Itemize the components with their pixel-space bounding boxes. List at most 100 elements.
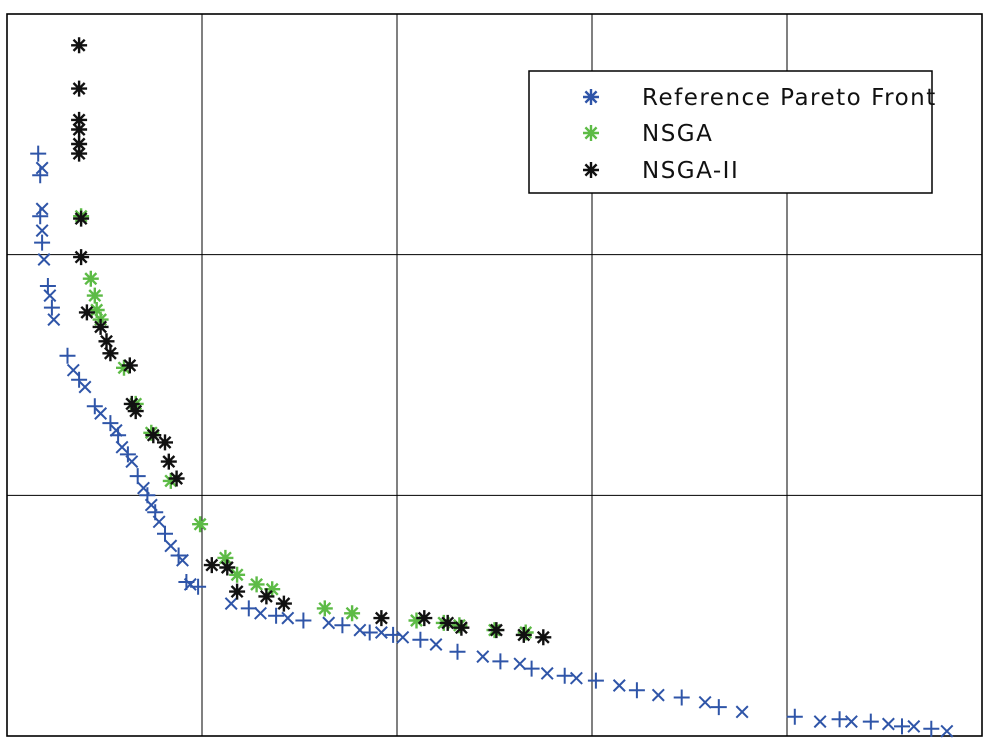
- data-point-reference-pareto-front: [540, 666, 554, 680]
- data-point-reference-pareto-front: [164, 539, 178, 553]
- legend-label-reference-pareto-front: Reference Pareto Front: [642, 85, 937, 111]
- data-point-reference-pareto-front: [35, 202, 49, 216]
- data-point-nsga-ii: [78, 304, 95, 321]
- data-point-nsga-ii: [488, 622, 505, 639]
- data-point-reference-pareto-front: [295, 612, 312, 629]
- data-point-reference-pareto-front: [115, 440, 129, 454]
- data-point-reference-pareto-front: [86, 398, 103, 415]
- data-point-reference-pareto-front: [651, 688, 665, 702]
- data-point-reference-pareto-front: [556, 667, 573, 684]
- data-point-reference-pareto-front: [612, 679, 626, 692]
- data-point-nsga-ii: [71, 111, 88, 128]
- data-point-reference-pareto-front: [129, 468, 146, 485]
- data-point-reference-pareto-front: [698, 695, 712, 709]
- data-point-nsga: [116, 359, 132, 376]
- data-point-reference-pareto-front: [176, 553, 189, 567]
- data-point-reference-pareto-front: [587, 672, 604, 689]
- data-point-reference-pareto-front: [710, 699, 727, 716]
- series-reference-pareto-front: [30, 145, 954, 738]
- data-point-reference-pareto-front: [66, 363, 80, 377]
- data-point-reference-pareto-front: [628, 682, 645, 699]
- data-point-reference-pareto-front: [673, 689, 690, 706]
- data-point-nsga: [192, 516, 209, 533]
- data-point-nsga-ii: [123, 395, 140, 412]
- data-point-nsga: [248, 576, 265, 593]
- data-point-reference-pareto-front: [353, 623, 367, 637]
- data-point-nsga-ii: [71, 121, 88, 138]
- data-point-reference-pareto-front: [786, 708, 803, 725]
- data-point-reference-pareto-front: [844, 715, 858, 729]
- legend: Reference Pareto Front NSGA NSGA-II: [528, 70, 937, 194]
- data-point-reference-pareto-front: [157, 525, 173, 542]
- data-point-reference-pareto-front: [39, 278, 56, 294]
- data-point-reference-pareto-front: [32, 208, 49, 225]
- data-point-reference-pareto-front: [43, 299, 60, 316]
- data-point-nsga: [316, 600, 333, 617]
- data-point-reference-pareto-front: [396, 630, 410, 644]
- data-point-reference-pareto-front: [102, 415, 119, 432]
- data-point-reference-pareto-front: [894, 718, 910, 735]
- data-point-reference-pareto-front: [30, 145, 47, 162]
- data-point-nsga: [344, 605, 361, 622]
- data-point-reference-pareto-front: [152, 515, 166, 529]
- data-point-nsga-ii: [373, 610, 390, 627]
- data-point-reference-pareto-front: [412, 631, 429, 648]
- data-point-nsga-ii: [229, 583, 246, 600]
- data-point-reference-pareto-front: [268, 607, 285, 624]
- data-point-reference-pareto-front: [254, 606, 267, 620]
- legend-marker-reference-pareto-front: [583, 89, 599, 105]
- data-point-nsga: [229, 566, 246, 583]
- legend-marker-nsga-ii: [583, 162, 599, 178]
- data-point-reference-pareto-front: [569, 671, 583, 685]
- data-point-nsga-ii: [453, 619, 470, 636]
- data-point-reference-pareto-front: [923, 720, 940, 737]
- legend-label-nsga-ii: NSGA-II: [642, 158, 739, 184]
- data-point-nsga-ii: [168, 470, 185, 487]
- data-point-nsga-ii: [416, 610, 433, 627]
- data-point-reference-pareto-front: [183, 577, 197, 591]
- legend-label-nsga: NSGA: [642, 121, 713, 147]
- data-point-reference-pareto-front: [47, 313, 61, 327]
- data-point-nsga-ii: [71, 37, 88, 54]
- data-point-reference-pareto-front: [94, 407, 108, 420]
- data-point-nsga: [217, 549, 234, 566]
- data-point-reference-pareto-front: [281, 611, 295, 625]
- data-point-reference-pareto-front: [813, 715, 827, 729]
- data-point-reference-pareto-front: [940, 724, 954, 738]
- series-nsga-ii: [71, 37, 552, 646]
- data-point-nsga: [82, 270, 99, 287]
- data-point-reference-pareto-front: [110, 427, 127, 444]
- data-point-nsga-ii: [102, 345, 119, 362]
- data-point-reference-pareto-front: [35, 224, 49, 238]
- data-point-reference-pareto-front: [43, 289, 57, 303]
- data-point-nsga-ii: [275, 595, 292, 612]
- data-point-nsga: [88, 302, 105, 318]
- data-point-nsga: [162, 472, 179, 489]
- data-point-reference-pareto-front: [523, 660, 540, 677]
- data-point-reference-pareto-front: [32, 167, 49, 184]
- data-point-reference-pareto-front: [385, 626, 402, 643]
- data-point-nsga-ii: [121, 357, 138, 374]
- data-point-reference-pareto-front: [881, 717, 895, 731]
- data-point-reference-pareto-front: [334, 617, 351, 634]
- data-point-nsga-ii: [203, 557, 220, 574]
- data-point-reference-pareto-front: [735, 705, 749, 719]
- data-point-nsga-ii: [71, 80, 88, 97]
- data-point-reference-pareto-front: [78, 380, 92, 394]
- data-point-nsga: [408, 612, 425, 629]
- data-point-reference-pareto-front: [34, 234, 51, 251]
- data-point-reference-pareto-front: [35, 161, 49, 175]
- data-point-nsga-ii: [73, 249, 90, 266]
- data-point-reference-pareto-front: [125, 455, 139, 469]
- data-point-reference-pareto-front: [224, 597, 238, 611]
- data-point-nsga-ii: [127, 403, 144, 420]
- data-point-reference-pareto-front: [492, 653, 509, 670]
- data-point-reference-pareto-front: [240, 600, 257, 617]
- data-point-reference-pareto-front: [361, 624, 378, 641]
- data-point-nsga-ii: [535, 629, 552, 646]
- data-marks: [30, 37, 954, 738]
- data-point-nsga-ii: [219, 559, 236, 576]
- data-point-reference-pareto-front: [37, 253, 51, 266]
- data-point-nsga-ii: [439, 614, 456, 631]
